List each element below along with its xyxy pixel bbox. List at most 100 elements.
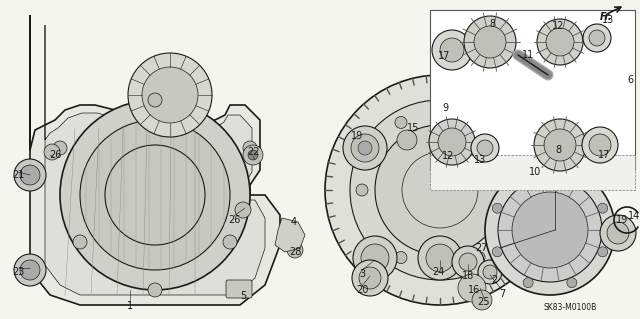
Circle shape	[352, 260, 388, 296]
Circle shape	[350, 100, 530, 280]
Circle shape	[243, 141, 257, 155]
Circle shape	[544, 129, 576, 161]
Circle shape	[432, 30, 472, 70]
Circle shape	[351, 134, 379, 162]
Circle shape	[589, 134, 611, 156]
Text: 13: 13	[474, 155, 486, 165]
Circle shape	[142, 67, 198, 123]
Circle shape	[148, 283, 162, 297]
Circle shape	[287, 242, 303, 258]
Circle shape	[582, 127, 618, 163]
Circle shape	[583, 24, 611, 52]
Circle shape	[452, 246, 484, 278]
Circle shape	[512, 192, 588, 268]
Circle shape	[458, 274, 486, 302]
Circle shape	[523, 172, 533, 182]
Text: 14: 14	[628, 211, 640, 221]
Circle shape	[353, 236, 397, 280]
Circle shape	[607, 222, 629, 244]
Text: 18: 18	[462, 271, 474, 281]
Text: Fr.: Fr.	[600, 12, 612, 22]
Circle shape	[235, 202, 251, 218]
Circle shape	[361, 244, 389, 272]
Circle shape	[325, 75, 555, 305]
Text: 23: 23	[12, 267, 24, 277]
Text: 2: 2	[491, 275, 497, 285]
Text: 24: 24	[432, 267, 444, 277]
Circle shape	[20, 260, 40, 280]
Circle shape	[60, 100, 250, 290]
Circle shape	[248, 150, 258, 160]
Text: 5: 5	[240, 291, 246, 301]
Circle shape	[375, 125, 505, 255]
Polygon shape	[275, 218, 305, 252]
Circle shape	[426, 244, 454, 272]
Circle shape	[598, 247, 607, 257]
Circle shape	[148, 93, 162, 107]
Circle shape	[418, 236, 462, 280]
Circle shape	[429, 119, 475, 165]
Circle shape	[598, 203, 607, 213]
Circle shape	[473, 116, 485, 129]
Circle shape	[14, 254, 46, 286]
Circle shape	[358, 141, 372, 155]
Polygon shape	[45, 25, 265, 295]
Text: 26: 26	[49, 150, 61, 160]
Circle shape	[471, 134, 499, 162]
Text: 16: 16	[468, 285, 480, 295]
Circle shape	[464, 16, 516, 68]
Text: 28: 28	[289, 247, 301, 257]
Text: 8: 8	[489, 19, 495, 29]
Circle shape	[440, 38, 464, 62]
Text: 8: 8	[555, 145, 561, 155]
Circle shape	[473, 252, 485, 263]
Text: 12: 12	[552, 21, 564, 31]
Text: 26: 26	[228, 215, 240, 225]
FancyBboxPatch shape	[226, 280, 252, 298]
Text: 22: 22	[247, 147, 259, 157]
Text: 9: 9	[442, 103, 448, 113]
Text: 12: 12	[442, 151, 454, 161]
Circle shape	[243, 145, 263, 165]
Text: 21: 21	[12, 170, 24, 180]
Bar	[430, 10, 635, 170]
Circle shape	[512, 184, 524, 196]
Text: 1: 1	[127, 301, 133, 311]
Text: 10: 10	[529, 167, 541, 177]
Circle shape	[523, 278, 533, 288]
Bar	[430, 155, 635, 190]
Text: 19: 19	[616, 215, 628, 225]
Circle shape	[472, 290, 492, 310]
Circle shape	[459, 253, 477, 271]
Circle shape	[343, 126, 387, 170]
Text: 27: 27	[476, 243, 488, 253]
Text: 4: 4	[291, 217, 297, 227]
Circle shape	[73, 235, 87, 249]
Text: 7: 7	[499, 289, 505, 299]
Circle shape	[492, 247, 502, 257]
Circle shape	[397, 130, 417, 150]
Circle shape	[395, 252, 407, 263]
Text: 19: 19	[351, 131, 363, 141]
Text: 15: 15	[407, 123, 419, 133]
Circle shape	[14, 159, 46, 191]
Circle shape	[395, 116, 407, 129]
Circle shape	[567, 278, 577, 288]
Circle shape	[128, 53, 212, 137]
Circle shape	[477, 140, 493, 156]
Circle shape	[438, 128, 466, 156]
Circle shape	[20, 165, 40, 185]
Circle shape	[44, 144, 60, 160]
Text: 17: 17	[438, 51, 450, 61]
Circle shape	[589, 30, 605, 46]
Circle shape	[492, 203, 502, 213]
Circle shape	[546, 28, 574, 56]
Polygon shape	[30, 15, 280, 305]
Text: 6: 6	[627, 75, 633, 85]
Text: 3: 3	[359, 269, 365, 279]
Text: 11: 11	[522, 50, 534, 60]
Text: 25: 25	[477, 297, 490, 307]
Circle shape	[600, 215, 636, 251]
Text: 17: 17	[598, 150, 610, 160]
Text: SK83-M0100B: SK83-M0100B	[543, 303, 596, 313]
